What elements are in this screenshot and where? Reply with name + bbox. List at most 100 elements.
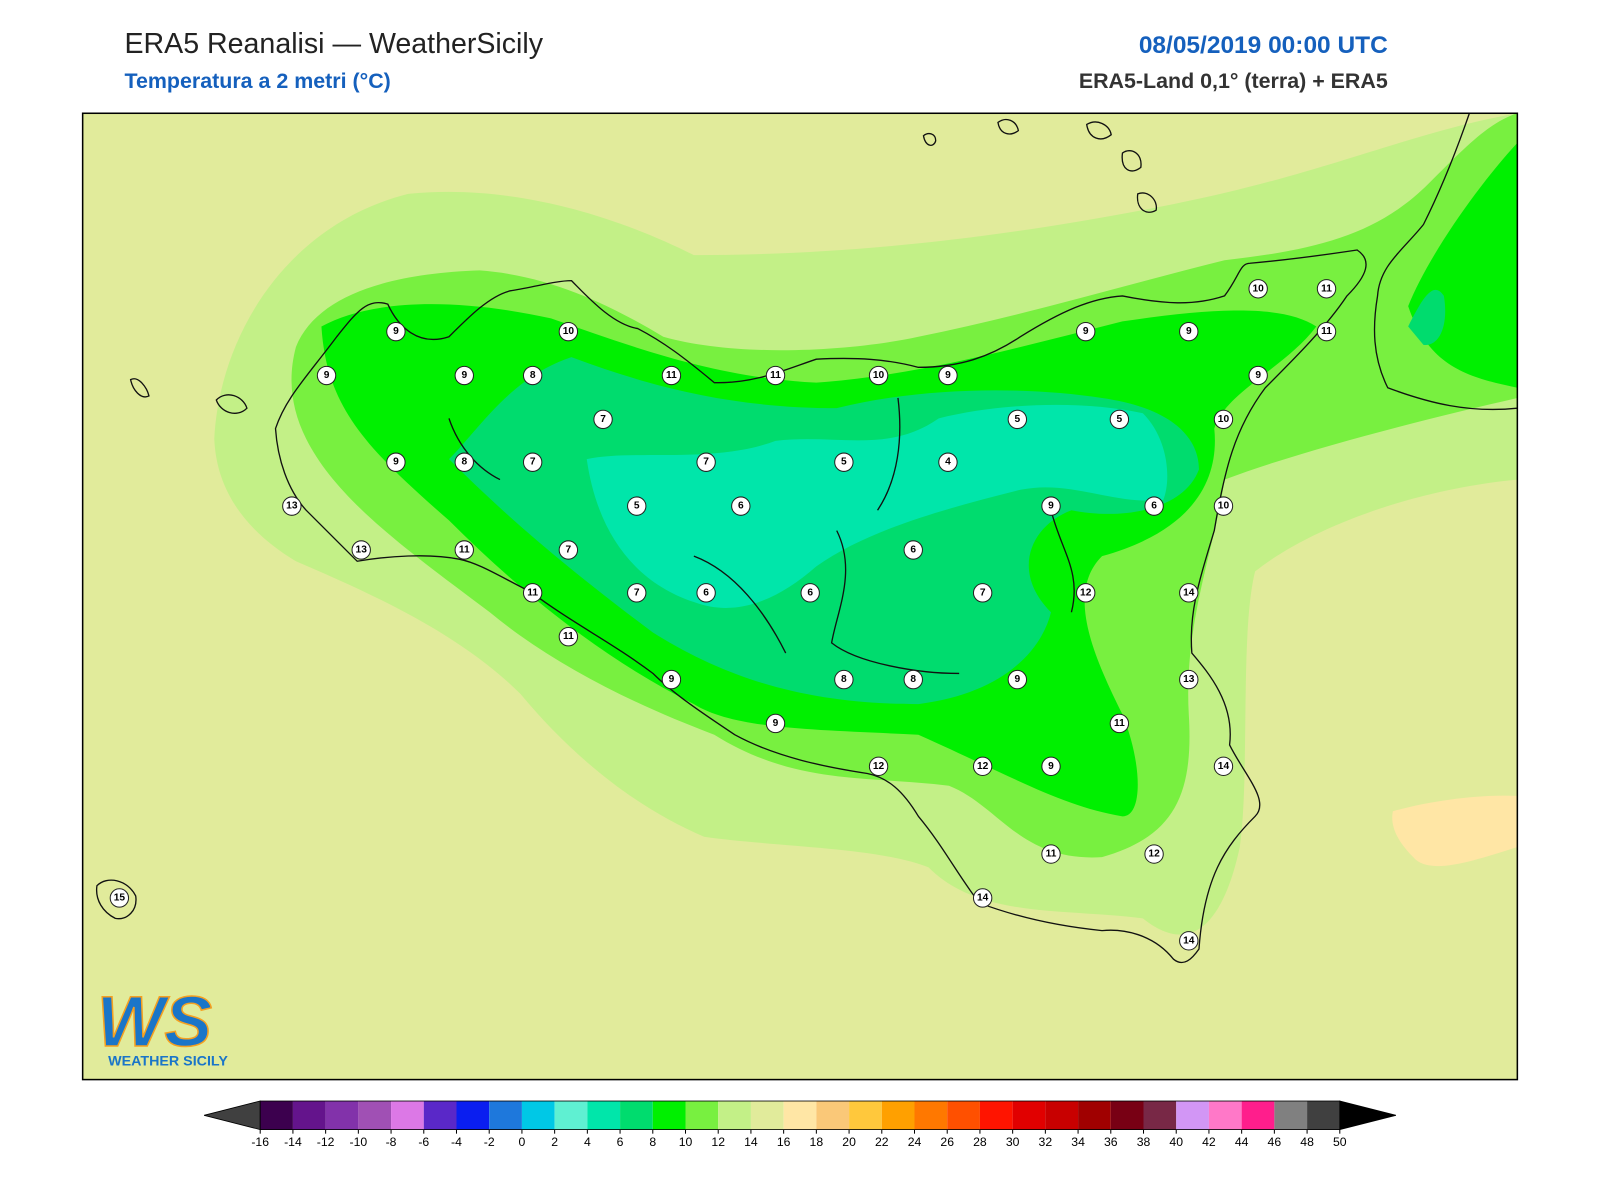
station: 14 bbox=[1213, 756, 1234, 777]
station-value: 10 bbox=[1218, 501, 1230, 512]
colorbar-tick-label: 46 bbox=[1268, 1135, 1282, 1149]
colorbar-swatch bbox=[849, 1101, 882, 1130]
station-marker bbox=[558, 321, 579, 342]
colorbar-tick-label: 28 bbox=[973, 1135, 987, 1149]
station-value: 12 bbox=[977, 761, 989, 772]
colorbar-under bbox=[203, 1100, 261, 1131]
station-marker bbox=[868, 756, 889, 777]
station: 5 bbox=[1007, 409, 1028, 430]
station-value: 11 bbox=[666, 370, 677, 381]
contour-16 bbox=[1392, 795, 1518, 867]
station-marker bbox=[1144, 496, 1164, 516]
station-value: 14 bbox=[1183, 587, 1195, 598]
colorbar-tick-label: 32 bbox=[1039, 1135, 1053, 1149]
station-value: 7 bbox=[566, 545, 572, 556]
station-marker bbox=[972, 583, 993, 603]
station-value: 9 bbox=[1048, 761, 1054, 772]
colorbar-swatch bbox=[554, 1101, 588, 1130]
colorbar-swatch bbox=[620, 1101, 653, 1130]
map-frame bbox=[81, 112, 1519, 1081]
station: 10 bbox=[1213, 496, 1234, 516]
station-marker bbox=[1144, 844, 1164, 864]
station: 12 bbox=[1144, 844, 1164, 864]
colorbar-tick-label: 34 bbox=[1071, 1135, 1085, 1149]
colorbar-tick-label: -6 bbox=[418, 1135, 429, 1149]
station: 15 bbox=[109, 888, 130, 908]
station-value: 5 bbox=[1117, 414, 1123, 425]
colorbar-tick-label: 14 bbox=[744, 1135, 758, 1149]
station-marker bbox=[454, 540, 474, 560]
station-value: 9 bbox=[324, 370, 330, 381]
station-value: 6 bbox=[1151, 501, 1157, 512]
station-value: 7 bbox=[600, 414, 606, 425]
station-marker bbox=[1248, 279, 1268, 299]
station-value: 9 bbox=[945, 370, 951, 381]
colorbar-tick-label: 24 bbox=[908, 1135, 922, 1149]
station-value: 11 bbox=[459, 545, 470, 556]
colorbar-tick-label: 8 bbox=[649, 1135, 656, 1149]
station-value: 10 bbox=[873, 370, 885, 381]
station-value: 11 bbox=[1321, 283, 1332, 294]
station-value: 8 bbox=[910, 674, 916, 685]
station: 7 bbox=[696, 452, 716, 472]
station: 5 bbox=[1109, 409, 1130, 430]
colorbar-tick-label: -4 bbox=[451, 1135, 462, 1149]
station: 9 bbox=[1041, 496, 1061, 516]
station-marker bbox=[868, 365, 889, 386]
colorbar-swatch bbox=[1274, 1101, 1308, 1130]
station-value: 8 bbox=[530, 370, 536, 381]
station: 14 bbox=[972, 888, 993, 908]
station-value: 11 bbox=[527, 587, 538, 598]
station: 14 bbox=[1179, 931, 1199, 951]
station-value: 9 bbox=[1048, 501, 1054, 512]
station-value: 11 bbox=[770, 370, 781, 381]
station: 12 bbox=[972, 756, 993, 777]
station-value: 11 bbox=[1321, 326, 1332, 337]
colorbar-tick-label: -10 bbox=[350, 1135, 368, 1149]
colorbar-swatch bbox=[1012, 1101, 1046, 1130]
colorbar-tick-label: 44 bbox=[1235, 1135, 1249, 1149]
station-marker bbox=[903, 540, 923, 560]
station-labels: 9 10 9 9 8 11 11 10 9 9 9 10 11 11 9 7 5 5 10 9 8 7 7 5 4 13 5 6 9 6 1… bbox=[109, 279, 1337, 951]
station-marker bbox=[1316, 279, 1337, 299]
station: 12 bbox=[1076, 583, 1096, 603]
station-marker bbox=[696, 452, 716, 472]
colorbar-tick-label: 12 bbox=[711, 1135, 725, 1149]
colorbar-tick-label: 42 bbox=[1202, 1135, 1216, 1149]
colorbar-swatch bbox=[1110, 1101, 1144, 1130]
colorbar-tick-label: 4 bbox=[584, 1135, 591, 1149]
station: 10 bbox=[1248, 279, 1268, 299]
station: 7 bbox=[972, 583, 993, 603]
station-marker bbox=[386, 452, 406, 472]
station-value: 9 bbox=[461, 370, 467, 381]
colorbar-tick-label: -2 bbox=[484, 1135, 495, 1149]
station: 11 bbox=[661, 365, 682, 386]
station-marker bbox=[696, 583, 716, 603]
colorbar-swatch bbox=[718, 1101, 751, 1130]
source: ERA5-Land 0,1° (terra) + ERA5 bbox=[1079, 69, 1388, 93]
station: 9 bbox=[1041, 756, 1061, 777]
station-marker bbox=[593, 409, 613, 430]
station-marker bbox=[938, 365, 958, 386]
colorbar-swatch bbox=[1307, 1101, 1340, 1130]
station-value: 13 bbox=[356, 545, 368, 556]
station-marker bbox=[800, 583, 820, 603]
station: 6 bbox=[696, 583, 716, 603]
station-value: 9 bbox=[1186, 326, 1192, 337]
station-marker bbox=[1179, 321, 1199, 342]
station-value: 11 bbox=[1046, 849, 1057, 860]
station-marker bbox=[558, 540, 579, 560]
colorbar-tick-label: 10 bbox=[679, 1135, 693, 1149]
station-value: 10 bbox=[1218, 414, 1230, 425]
colorbar-tick-label: 16 bbox=[777, 1135, 791, 1149]
station: 7 bbox=[627, 583, 647, 603]
station-marker bbox=[661, 669, 682, 690]
station-marker bbox=[1179, 669, 1199, 690]
station: 9 bbox=[1179, 321, 1199, 342]
station: 4 bbox=[938, 452, 958, 472]
station-marker bbox=[834, 452, 854, 472]
station: 9 bbox=[1007, 669, 1028, 690]
station-marker bbox=[1076, 583, 1096, 603]
station-marker bbox=[731, 496, 751, 516]
colorbar-swatch bbox=[685, 1101, 719, 1130]
